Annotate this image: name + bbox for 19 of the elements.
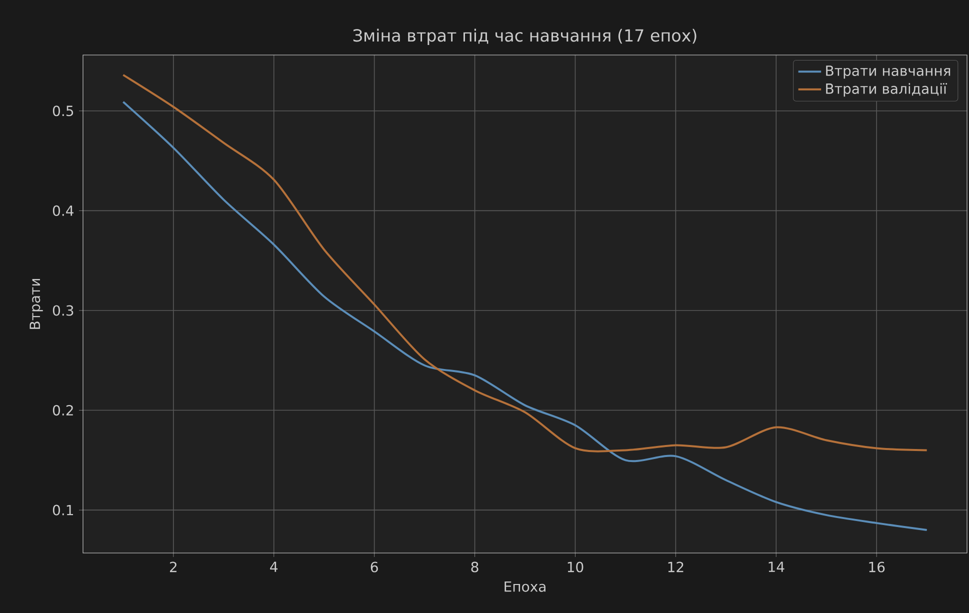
x-tick-label: 6 xyxy=(370,562,378,572)
x-tick-label: 8 xyxy=(471,562,478,572)
x-tick-label: 4 xyxy=(270,562,278,572)
y-tick-label: 0.1 xyxy=(52,504,73,516)
x-tick-label: 10 xyxy=(568,562,584,572)
legend-label: Втрати навчання xyxy=(826,66,950,79)
y-tick-label: 0.2 xyxy=(52,404,73,416)
legend-label: Втрати валідації xyxy=(826,83,948,97)
x-tick-label: 12 xyxy=(668,562,684,572)
x-tick-label: 14 xyxy=(768,562,784,572)
y-tick-label: 0.3 xyxy=(52,305,74,316)
chart-title: Зміна втрат під час навчання (17 епох) xyxy=(353,28,696,45)
x-tick-label: 2 xyxy=(170,562,176,572)
y-tick-label: 0.5 xyxy=(52,106,74,116)
y-axis-title: Втрати xyxy=(30,279,43,329)
x-tick-label: 16 xyxy=(869,562,885,572)
y-tick-label: 0.4 xyxy=(52,205,74,216)
line-series xyxy=(122,100,928,532)
x-axis-title: Епоха xyxy=(504,581,546,592)
